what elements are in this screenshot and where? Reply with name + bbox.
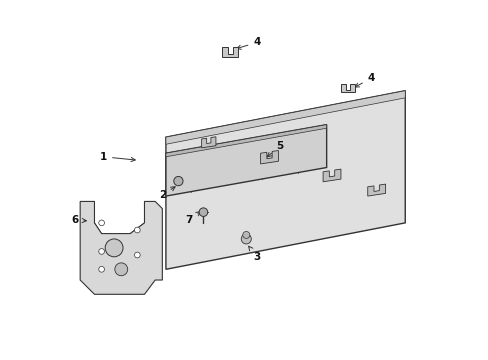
Text: 4: 4 [236, 37, 260, 49]
Circle shape [199, 208, 207, 216]
Text: 6: 6 [71, 215, 86, 225]
Text: 5: 5 [266, 141, 283, 157]
Polygon shape [165, 125, 326, 196]
Circle shape [134, 252, 140, 258]
Circle shape [105, 239, 123, 257]
Polygon shape [165, 91, 405, 144]
Circle shape [115, 263, 127, 276]
Polygon shape [222, 47, 238, 57]
Circle shape [241, 234, 251, 244]
Text: 4: 4 [354, 73, 374, 87]
Circle shape [99, 220, 104, 226]
Circle shape [173, 176, 183, 186]
Polygon shape [201, 137, 216, 148]
Polygon shape [367, 184, 385, 196]
Polygon shape [165, 91, 405, 269]
Text: 1: 1 [100, 152, 135, 162]
Text: 2: 2 [159, 187, 175, 200]
Polygon shape [260, 150, 278, 164]
Polygon shape [165, 125, 326, 157]
Circle shape [99, 266, 104, 272]
Circle shape [134, 227, 140, 233]
Polygon shape [80, 202, 162, 294]
Polygon shape [340, 84, 354, 93]
Circle shape [242, 231, 249, 238]
Text: 7: 7 [185, 212, 200, 225]
Polygon shape [323, 169, 340, 182]
Circle shape [99, 249, 104, 254]
Text: 3: 3 [248, 246, 260, 262]
